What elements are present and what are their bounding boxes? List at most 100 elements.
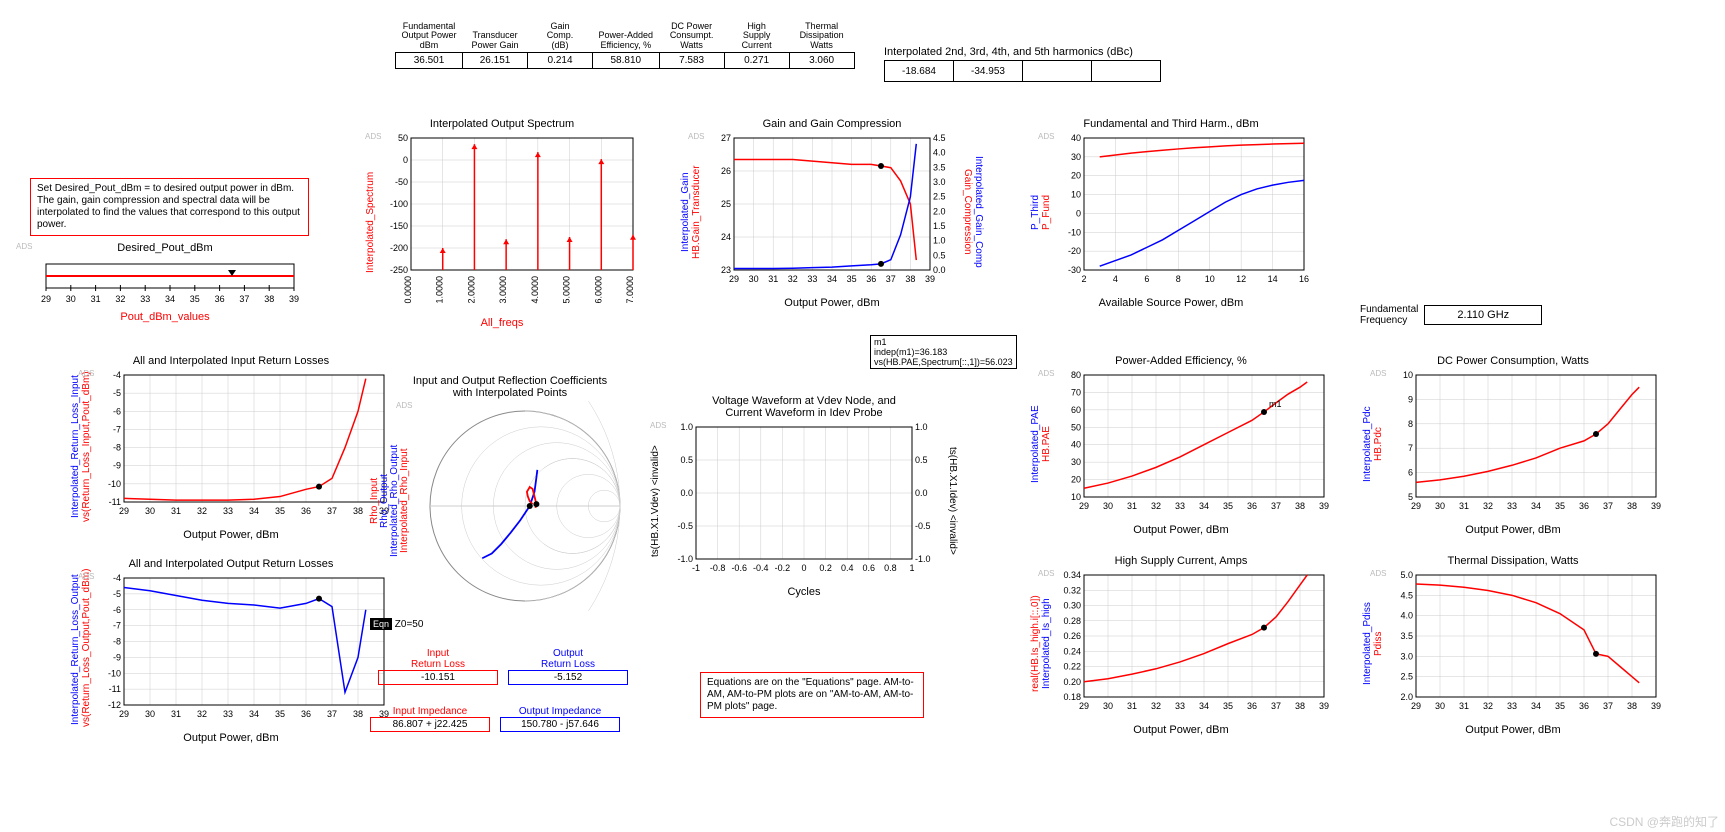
- svg-text:4.5: 4.5: [933, 133, 946, 143]
- svg-text:0.0: 0.0: [933, 265, 946, 275]
- svg-text:23: 23: [721, 265, 731, 275]
- svg-text:70: 70: [1071, 387, 1081, 397]
- svg-text:38: 38: [1627, 501, 1637, 511]
- svg-text:-7: -7: [113, 621, 121, 631]
- svg-text:32: 32: [115, 294, 125, 304]
- svg-text:38: 38: [264, 294, 274, 304]
- svg-text:1.5: 1.5: [933, 221, 946, 231]
- svg-text:8: 8: [1176, 274, 1181, 284]
- svg-text:38: 38: [905, 274, 915, 284]
- chart-title: Power-Added Efficiency, %: [1030, 355, 1332, 367]
- svg-text:31: 31: [1459, 701, 1469, 711]
- svg-text:4.0: 4.0: [1400, 611, 1413, 621]
- svg-text:35: 35: [1555, 701, 1565, 711]
- svg-text:4.5: 4.5: [1400, 590, 1413, 600]
- svg-text:36: 36: [301, 506, 311, 516]
- svg-text:0: 0: [403, 155, 408, 165]
- svg-text:30: 30: [1103, 501, 1113, 511]
- svg-text:0.0: 0.0: [915, 488, 928, 498]
- chart-xlabel: Output Power, dBm: [70, 732, 392, 744]
- svg-text:1.0: 1.0: [933, 236, 946, 246]
- svg-text:33: 33: [223, 709, 233, 719]
- svg-text:35: 35: [1555, 501, 1565, 511]
- summary-table: Fundamental Output Power dBmTransducer P…: [395, 20, 855, 69]
- svg-text:0.30: 0.30: [1063, 601, 1081, 611]
- svg-text:10: 10: [1071, 492, 1081, 502]
- smith-chart: Input and Output Reflection Coefficients…: [370, 375, 650, 630]
- svg-text:37: 37: [327, 709, 337, 719]
- svg-text:0.6: 0.6: [863, 563, 876, 573]
- svg-text:0.0: 0.0: [680, 488, 693, 498]
- svg-text:38: 38: [353, 506, 363, 516]
- svg-text:-7: -7: [113, 424, 121, 434]
- svg-text:-0.4: -0.4: [753, 563, 769, 573]
- chart-ylabel: Interpolated_Return_Loss_Inputvs(Return_…: [70, 369, 92, 524]
- svg-text:0.2: 0.2: [819, 563, 832, 573]
- svg-text:31: 31: [91, 294, 101, 304]
- svg-text:35: 35: [275, 709, 285, 719]
- svg-text:2.0: 2.0: [1400, 692, 1413, 702]
- svg-text:0.0000: 0.0000: [403, 276, 413, 304]
- svg-text:24: 24: [721, 232, 731, 242]
- svg-text:0.24: 0.24: [1063, 646, 1081, 656]
- svg-text:20: 20: [1071, 171, 1081, 181]
- svg-text:34: 34: [1199, 501, 1209, 511]
- chart-ylabel: Rho_InputRho_OutputInterpolated_Rho_Outp…: [370, 401, 410, 601]
- impedance-boxes: Input Impedance 86.807 + j22.425 Output …: [370, 706, 620, 732]
- chart-xlabel: All_freqs: [365, 317, 639, 329]
- chart-xlabel: Pout_dBm_values: [30, 311, 300, 323]
- svg-text:38: 38: [1627, 701, 1637, 711]
- svg-text:34: 34: [249, 506, 259, 516]
- svg-text:0.5: 0.5: [915, 455, 928, 465]
- chart-ylabel: Interpolated_PdissPdiss: [1362, 569, 1384, 719]
- svg-text:4.0: 4.0: [933, 148, 946, 158]
- svg-text:0.34: 0.34: [1063, 570, 1081, 580]
- svg-text:-5: -5: [113, 589, 121, 599]
- chart-xlabel: Output Power, dBm: [1362, 524, 1664, 536]
- out-rl-label: Output Return Loss: [508, 648, 628, 670]
- svg-text:10: 10: [1205, 274, 1215, 284]
- svg-text:0.20: 0.20: [1063, 677, 1081, 687]
- svg-text:33: 33: [223, 506, 233, 516]
- svg-text:29: 29: [119, 506, 129, 516]
- svg-text:14: 14: [1268, 274, 1278, 284]
- svg-text:32: 32: [197, 709, 207, 719]
- svg-text:39: 39: [1651, 701, 1661, 711]
- svg-text:35: 35: [190, 294, 200, 304]
- harmonics-label: Interpolated 2nd, 3rd, 4th, and 5th harm…: [884, 46, 1133, 58]
- svg-text:37: 37: [327, 506, 337, 516]
- svg-text:31: 31: [171, 506, 181, 516]
- chart-title: DC Power Consumption, Watts: [1362, 355, 1664, 367]
- svg-text:30: 30: [1103, 701, 1113, 711]
- in-z-val: 86.807 + j22.425: [370, 717, 490, 732]
- svg-text:3.0: 3.0: [933, 177, 946, 187]
- chart-ylabel: P_ThirdP_Fund: [1030, 132, 1052, 292]
- svg-text:34: 34: [827, 274, 837, 284]
- chart-title: Fundamental and Third Harm., dBm: [1030, 118, 1312, 130]
- svg-text:-11: -11: [109, 684, 121, 694]
- in-rl-label: Input Return Loss: [378, 648, 498, 670]
- svg-text:-10: -10: [108, 668, 121, 678]
- out-z-label: Output Impedance: [500, 706, 620, 717]
- svg-text:-5: -5: [113, 388, 121, 398]
- chart-title: All and Interpolated Output Return Losse…: [70, 558, 392, 570]
- svg-text:1.0: 1.0: [680, 422, 693, 432]
- chart-title: Input and Output Reflection Coefficients…: [370, 375, 650, 399]
- svg-text:0.28: 0.28: [1063, 616, 1081, 626]
- pae-chart: Power-Added Efficiency, % Interpolated_P…: [1030, 355, 1332, 536]
- svg-text:2.5: 2.5: [933, 192, 946, 202]
- svg-text:-150: -150: [390, 221, 408, 231]
- svg-text:5.0000: 5.0000: [562, 276, 572, 304]
- svg-text:30: 30: [1435, 501, 1445, 511]
- svg-text:-50: -50: [395, 177, 408, 187]
- chart-ylabel-l: Interpolated_GainHB.Gain_Transducer: [680, 132, 702, 292]
- svg-text:36: 36: [301, 709, 311, 719]
- svg-text:30: 30: [1071, 152, 1081, 162]
- svg-text:-0.5: -0.5: [677, 521, 693, 531]
- chart-ylabel: Interpolated_PAEHB.PAE: [1030, 369, 1052, 519]
- m1-readout: m1 indep(m1)=36.183 vs(HB.PAE,Spectrum[:…: [870, 335, 1017, 369]
- svg-text:0.4: 0.4: [841, 563, 854, 573]
- svg-text:35: 35: [1223, 501, 1233, 511]
- svg-text:29: 29: [729, 274, 739, 284]
- svg-text:35: 35: [847, 274, 857, 284]
